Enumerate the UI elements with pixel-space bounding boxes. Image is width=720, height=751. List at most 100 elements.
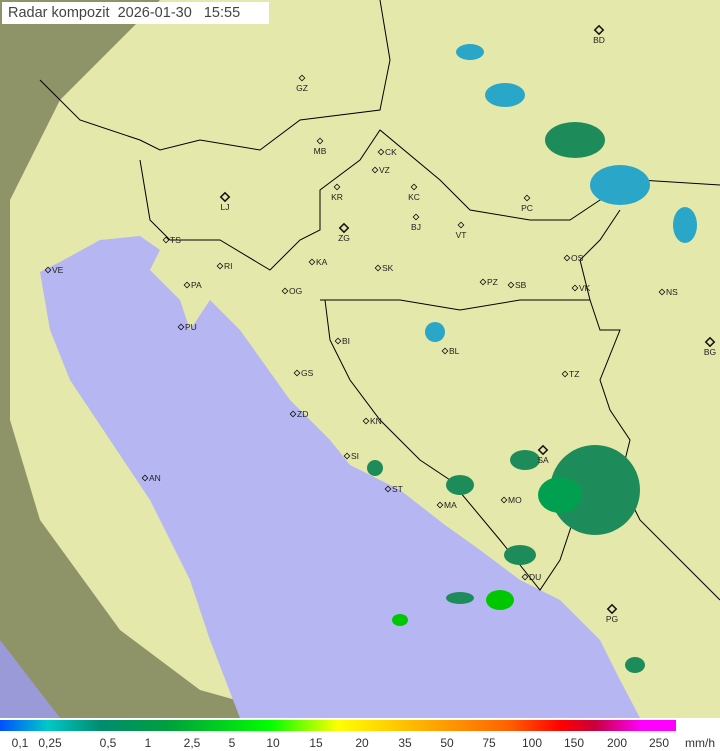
city-marker-icon — [371, 166, 379, 174]
city-label: RI — [224, 261, 233, 271]
city-label: BI — [342, 336, 350, 346]
legend-label: 250 — [648, 736, 670, 750]
city-label: BJ — [411, 222, 421, 232]
borders — [39, 0, 720, 601]
city-marker-icon — [507, 281, 515, 289]
city-label: SA — [537, 455, 549, 465]
city-marker-icon — [441, 347, 449, 355]
legend-label: 200 — [606, 736, 628, 750]
legend-label: 0,1 — [11, 736, 29, 750]
legend-label: 100 — [521, 736, 543, 750]
city-marker-icon — [561, 370, 569, 378]
city-label: BD — [593, 35, 605, 45]
city-marker-icon — [141, 474, 149, 482]
city-marker-icon — [183, 281, 191, 289]
city-label: TZ — [569, 369, 579, 379]
legend-labels: 0,1 0,25 0,5 1 2,5 5 10 15 20 35 50 75 100 150 200 250 m… — [0, 736, 720, 751]
city-marker-icon — [374, 264, 382, 272]
city-marker-icon — [658, 288, 666, 296]
city-label: AN — [149, 473, 161, 483]
legend-label: 20 — [355, 736, 369, 750]
city-marker-icon — [412, 213, 420, 221]
city-marker-icon — [338, 222, 350, 234]
city-marker-icon — [216, 262, 224, 270]
city-label: KA — [316, 257, 328, 267]
city-marker-icon — [333, 183, 341, 191]
city-label: SI — [351, 451, 359, 461]
city-marker-icon — [298, 74, 306, 82]
city-label: PC — [521, 203, 533, 213]
city-label: ZG — [338, 233, 350, 243]
legend-label: 35 — [398, 736, 412, 750]
city-label: KC — [408, 192, 420, 202]
city-marker-icon — [219, 191, 231, 203]
legend-color-scale — [0, 720, 676, 731]
city-label: VT — [456, 230, 467, 240]
city-label: OS — [571, 253, 584, 263]
city-marker-icon — [343, 452, 351, 460]
legend-label: 50 — [440, 736, 454, 750]
city-label: BG — [704, 347, 716, 357]
city-marker-icon — [308, 258, 316, 266]
city-marker-icon — [44, 266, 52, 274]
city-label: KR — [331, 192, 343, 202]
legend-label: 75 — [482, 736, 496, 750]
legend-label: 5 — [228, 736, 236, 750]
city-label: SB — [515, 280, 527, 290]
city-marker-icon — [436, 501, 444, 509]
city-marker-icon — [606, 603, 618, 615]
city-marker-icon — [377, 148, 385, 156]
outside-sea — [0, 640, 60, 718]
city-markers: BD GZ MB CK VZ KR KC PC LJ BJ ZG VT TS OS VE KA SK RI PZ SB… — [44, 24, 716, 624]
city-label: CK — [385, 147, 397, 157]
city-marker-icon — [457, 221, 465, 229]
city-marker-icon — [500, 496, 508, 504]
city-marker-icon — [334, 337, 342, 345]
city-label: PU — [185, 322, 197, 332]
city-marker-icon — [521, 573, 529, 581]
legend-label: 15 — [309, 736, 323, 750]
city-marker-icon — [571, 284, 579, 292]
city-marker-icon — [177, 323, 185, 331]
city-label: ZD — [297, 409, 308, 419]
city-marker-icon — [479, 278, 487, 286]
city-label: LJ — [221, 202, 230, 212]
city-marker-icon — [162, 236, 170, 244]
legend-label: 0,5 — [99, 736, 117, 750]
radar-map: BD GZ MB CK VZ KR KC PC LJ BJ ZG VT TS OS VE KA SK RI PZ SB… — [0, 0, 720, 718]
city-marker-icon — [289, 410, 297, 418]
legend-label: 0,25 — [38, 736, 62, 750]
city-label: BL — [449, 346, 460, 356]
city-marker-icon — [593, 24, 605, 36]
city-marker-icon — [410, 183, 418, 191]
city-label: PZ — [487, 277, 498, 287]
legend-label: 1 — [144, 736, 152, 750]
city-label: GZ — [296, 83, 308, 93]
city-marker-icon — [316, 137, 324, 145]
legend-label: 10 — [266, 736, 280, 750]
city-label: SK — [382, 263, 394, 273]
city-label: PA — [191, 280, 202, 290]
legend-label: 150 — [563, 736, 585, 750]
precipitation — [367, 44, 697, 673]
city-label: VK — [579, 283, 591, 293]
city-marker-icon — [537, 444, 549, 456]
city-marker-icon — [281, 287, 289, 295]
city-label: MO — [508, 495, 522, 505]
city-marker-icon — [563, 254, 571, 262]
map-title: Radar kompozit 2026-01-30 15:55 — [2, 2, 269, 24]
city-marker-icon — [384, 485, 392, 493]
city-label: VZ — [379, 165, 390, 175]
city-marker-icon — [704, 336, 716, 348]
city-marker-icon — [362, 417, 370, 425]
city-label: PG — [606, 614, 618, 624]
city-label: NS — [666, 287, 678, 297]
city-label: DU — [529, 572, 541, 582]
city-label: GS — [301, 368, 314, 378]
city-label: KN — [370, 416, 382, 426]
city-marker-icon — [523, 194, 531, 202]
city-label: ST — [392, 484, 403, 494]
city-label: VE — [52, 265, 64, 275]
city-label: MA — [444, 500, 457, 510]
legend-unit: mm/h — [685, 736, 715, 750]
